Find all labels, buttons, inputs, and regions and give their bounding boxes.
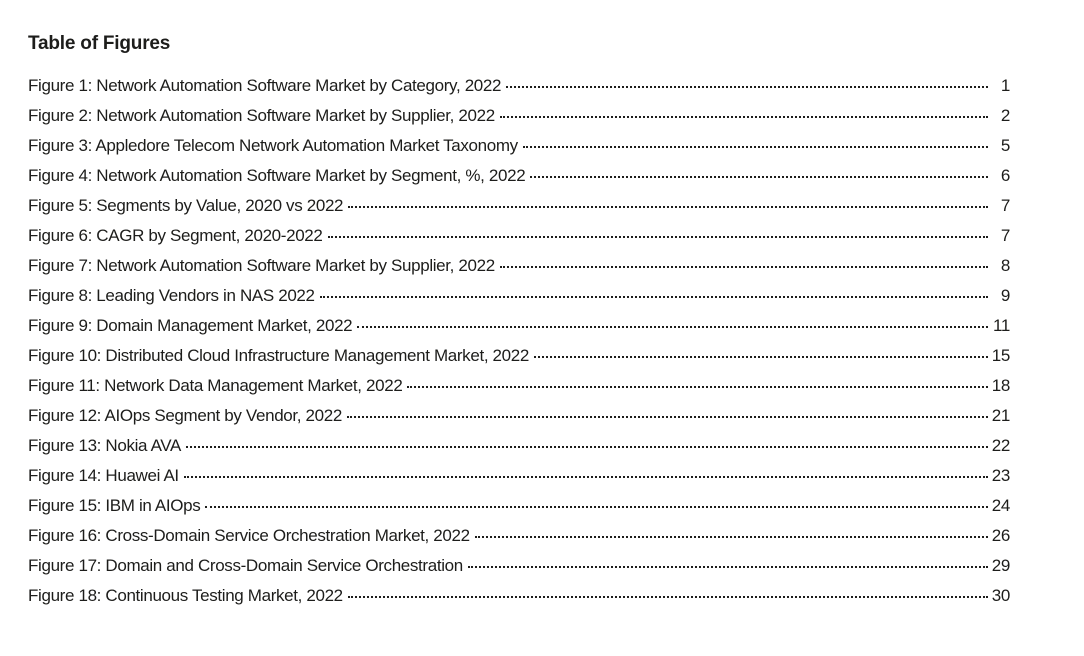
toc-leader-dots bbox=[319, 296, 988, 298]
toc-leader-dots bbox=[407, 386, 988, 388]
toc-entry[interactable]: Figure 14: Huawei AI 23 bbox=[28, 466, 1010, 496]
toc-leader-dots bbox=[205, 506, 988, 508]
toc-entry[interactable]: Figure 5: Segments by Value, 2020 vs 202… bbox=[28, 196, 1010, 226]
toc-entry-label: Figure 1: Network Automation Software Ma… bbox=[28, 76, 502, 95]
toc-leader-dots bbox=[183, 476, 988, 478]
toc-entry-page: 26 bbox=[991, 526, 1011, 545]
toc-leader-dots bbox=[327, 236, 988, 238]
toc-entry-label: Figure 6: CAGR by Segment, 2020-2022 bbox=[28, 226, 323, 245]
toc-entry-label: Figure 14: Huawei AI bbox=[28, 466, 179, 485]
toc-entry[interactable]: Figure 1: Network Automation Software Ma… bbox=[28, 76, 1010, 106]
toc-leader-dots bbox=[357, 326, 988, 328]
toc-entry-label: Figure 4: Network Automation Software Ma… bbox=[28, 166, 526, 185]
toc-entry-page: 30 bbox=[991, 586, 1011, 605]
toc-entry-label: Figure 17: Domain and Cross-Domain Servi… bbox=[28, 556, 463, 575]
toc-entry[interactable]: Figure 7: Network Automation Software Ma… bbox=[28, 256, 1010, 286]
toc-entry-page: 2 bbox=[1000, 106, 1010, 125]
toc-entry-label: Figure 18: Continuous Testing Market, 20… bbox=[28, 586, 343, 605]
toc-entry-label: Figure 13: Nokia AVA bbox=[28, 436, 182, 455]
toc-leader-dots bbox=[347, 596, 988, 598]
toc-entry-page: 1 bbox=[1000, 76, 1010, 95]
toc-entry-page: 15 bbox=[991, 346, 1011, 365]
toc-leader-dots bbox=[506, 86, 988, 88]
toc-leader-dots bbox=[346, 416, 988, 418]
toc-entry[interactable]: Figure 4: Network Automation Software Ma… bbox=[28, 166, 1010, 196]
toc-leader-dots bbox=[467, 566, 988, 568]
toc-entry[interactable]: Figure 6: CAGR by Segment, 2020-2022 7 bbox=[28, 226, 1010, 256]
toc-entry-label: Figure 9: Domain Management Market, 2022 bbox=[28, 316, 353, 335]
toc-entry[interactable]: Figure 18: Continuous Testing Market, 20… bbox=[28, 586, 1010, 616]
toc-entry[interactable]: Figure 10: Distributed Cloud Infrastruct… bbox=[28, 346, 1010, 376]
toc-entry-label: Figure 3: Appledore Telecom Network Auto… bbox=[28, 136, 518, 155]
toc-entry[interactable]: Figure 16: Cross-Domain Service Orchestr… bbox=[28, 526, 1010, 556]
toc-entry[interactable]: Figure 17: Domain and Cross-Domain Servi… bbox=[28, 556, 1010, 586]
toc-entry-label: Figure 2: Network Automation Software Ma… bbox=[28, 106, 495, 125]
toc-leader-dots bbox=[474, 536, 988, 538]
toc-leader-dots bbox=[499, 266, 988, 268]
toc-entry-label: Figure 15: IBM in AIOps bbox=[28, 496, 201, 515]
toc-entry-page: 11 bbox=[993, 316, 1010, 335]
toc-entry-page: 8 bbox=[1000, 256, 1010, 275]
toc-leader-dots bbox=[186, 446, 988, 448]
toc-leader-dots bbox=[522, 146, 988, 148]
toc-entry-label: Figure 10: Distributed Cloud Infrastruct… bbox=[28, 346, 529, 365]
toc-entry[interactable]: Figure 12: AIOps Segment by Vendor, 2022… bbox=[28, 406, 1010, 436]
toc-entry[interactable]: Figure 15: IBM in AIOps 24 bbox=[28, 496, 1010, 526]
toc-leader-dots bbox=[530, 176, 988, 178]
toc-entry[interactable]: Figure 11: Network Data Management Marke… bbox=[28, 376, 1010, 406]
toc-entry-page: 21 bbox=[991, 406, 1011, 425]
toc-entry-page: 7 bbox=[1000, 226, 1010, 245]
toc-leader-dots bbox=[348, 206, 988, 208]
toc-entry-page: 29 bbox=[991, 556, 1011, 575]
toc-entry-label: Figure 11: Network Data Management Marke… bbox=[28, 376, 403, 395]
toc-entry[interactable]: Figure 9: Domain Management Market, 2022… bbox=[28, 316, 1010, 346]
toc-entry[interactable]: Figure 3: Appledore Telecom Network Auto… bbox=[28, 136, 1010, 166]
toc-entry[interactable]: Figure 13: Nokia AVA 22 bbox=[28, 436, 1010, 466]
toc-entry-page: 6 bbox=[1000, 166, 1010, 185]
toc-entry[interactable]: Figure 2: Network Automation Software Ma… bbox=[28, 106, 1010, 136]
toc-entry-label: Figure 8: Leading Vendors in NAS 2022 bbox=[28, 286, 315, 305]
toc-entry-page: 5 bbox=[1000, 136, 1010, 155]
toc-entry-label: Figure 7: Network Automation Software Ma… bbox=[28, 256, 495, 275]
toc-entry-label: Figure 5: Segments by Value, 2020 vs 202… bbox=[28, 196, 344, 215]
toc-entry-page: 18 bbox=[991, 376, 1011, 395]
toc-entry[interactable]: Figure 8: Leading Vendors in NAS 2022 9 bbox=[28, 286, 1010, 316]
toc-leader-dots bbox=[533, 356, 988, 358]
toc-entry-label: Figure 16: Cross-Domain Service Orchestr… bbox=[28, 526, 470, 545]
toc-entry-label: Figure 12: AIOps Segment by Vendor, 2022 bbox=[28, 406, 342, 425]
toc-leader-dots bbox=[499, 116, 988, 118]
toc-entry-page: 7 bbox=[1000, 196, 1010, 215]
toc-entry-page: 24 bbox=[991, 496, 1011, 515]
table-of-figures: Figure 1: Network Automation Software Ma… bbox=[28, 76, 1010, 616]
toc-entry-page: 9 bbox=[1000, 286, 1010, 305]
toc-entry-page: 22 bbox=[991, 436, 1011, 455]
toc-entry-page: 23 bbox=[991, 466, 1011, 485]
page-title: Table of Figures bbox=[28, 33, 171, 54]
